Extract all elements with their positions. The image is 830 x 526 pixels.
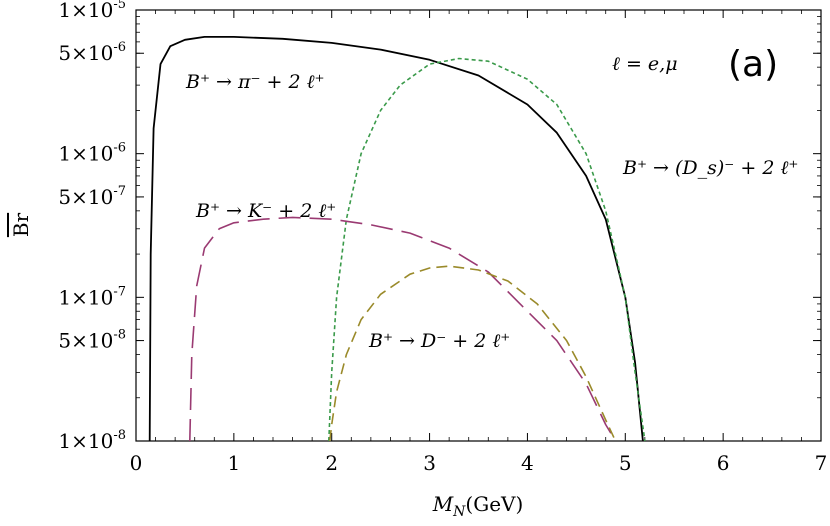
series-line-1 <box>328 57 646 442</box>
series-label-ds: B⁺ → (D_s)⁻ + 2 ℓ⁺ <box>622 157 798 179</box>
series-line-0 <box>148 36 644 442</box>
x-tick-label: 6 <box>717 451 730 475</box>
x-tick-label: 4 <box>521 451 534 475</box>
x-axis-ticks: 0 1 2 3 4 5 6 7 <box>130 10 828 475</box>
y-axis-label: Br <box>9 212 33 237</box>
y-tick-label: 1×10-8 <box>58 428 126 453</box>
series-line-2 <box>189 216 617 442</box>
y-tick-label: 1×10-6 <box>58 141 126 166</box>
lepton-note: ℓ = e,μ <box>612 53 678 75</box>
curves <box>148 36 646 442</box>
x-axis-label: MN(GeV) <box>432 492 524 520</box>
series-label-pi: B⁺ → π⁻ + 2 ℓ⁺ <box>185 71 325 93</box>
series-line-3 <box>329 265 617 442</box>
y-tick-label: 5×10-8 <box>58 328 126 353</box>
series-label-k: B⁺ → K⁻ + 2 ℓ⁺ <box>195 200 336 222</box>
panel-label: (a) <box>728 44 778 85</box>
y-tick-label: 1×10-7 <box>58 284 126 309</box>
x-tick-label: 7 <box>815 451 828 475</box>
series-label-d: B⁺ → D⁻ + 2 ℓ⁺ <box>368 330 510 352</box>
x-tick-label: 1 <box>227 451 240 475</box>
x-tick-label: 5 <box>619 451 632 475</box>
y-tick-label: 1×10-5 <box>58 0 126 22</box>
plot-frame <box>135 9 822 442</box>
y-tick-label: 5×10-7 <box>58 184 126 209</box>
x-tick-label: 3 <box>423 451 436 475</box>
y-axis-label-group: Br <box>9 212 33 237</box>
y-tick-label: 5×10-6 <box>58 40 126 65</box>
y-axis-ticks: 1×10-5 5×10-6 1×10-6 5×10-7 1×10-7 5×10-8 1×10… <box>58 0 821 453</box>
x-tick-label: 0 <box>130 451 143 475</box>
x-tick-label: 2 <box>325 451 338 475</box>
